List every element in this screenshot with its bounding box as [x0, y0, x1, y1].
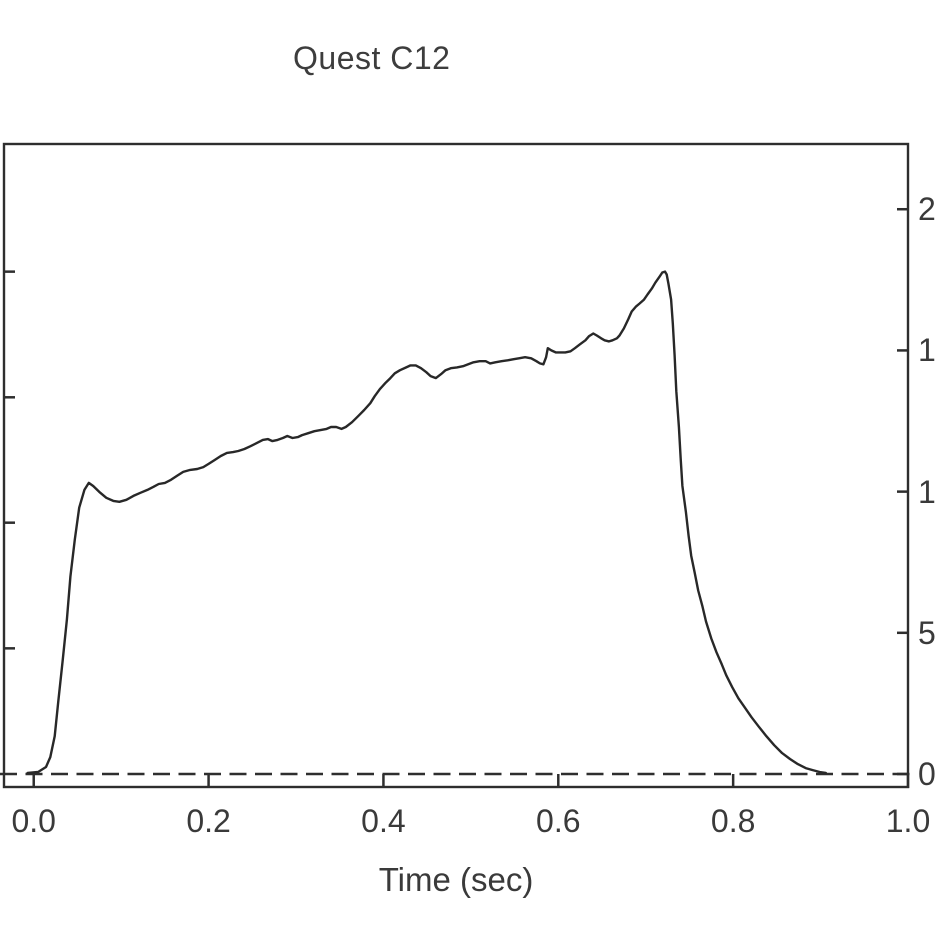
plot-box-spines	[2, 142, 910, 789]
x-tick-label-5: 1.0	[885, 803, 931, 839]
right-y-tick-label-3: 5	[918, 614, 936, 651]
x-tick-label-0: 0.0	[11, 803, 56, 839]
x-tick-label-2: 0.4	[361, 803, 406, 839]
x-axis-label: Time (sec)	[378, 861, 534, 898]
x-tick-label-4: 0.8	[710, 803, 756, 839]
right-y-tick-label-2: 10	[918, 473, 936, 510]
x-tick-label-1: 0.2	[186, 803, 231, 839]
right-y-tick-label-4: 0	[918, 756, 936, 792]
force-trace-line	[26, 270, 827, 775]
right-y-tick-label-1: 15	[918, 332, 936, 369]
right-y-tick-label-0: 20	[918, 191, 936, 228]
chart-title: Quest C12	[293, 40, 451, 76]
x-tick-label-3: 0.6	[536, 803, 581, 839]
